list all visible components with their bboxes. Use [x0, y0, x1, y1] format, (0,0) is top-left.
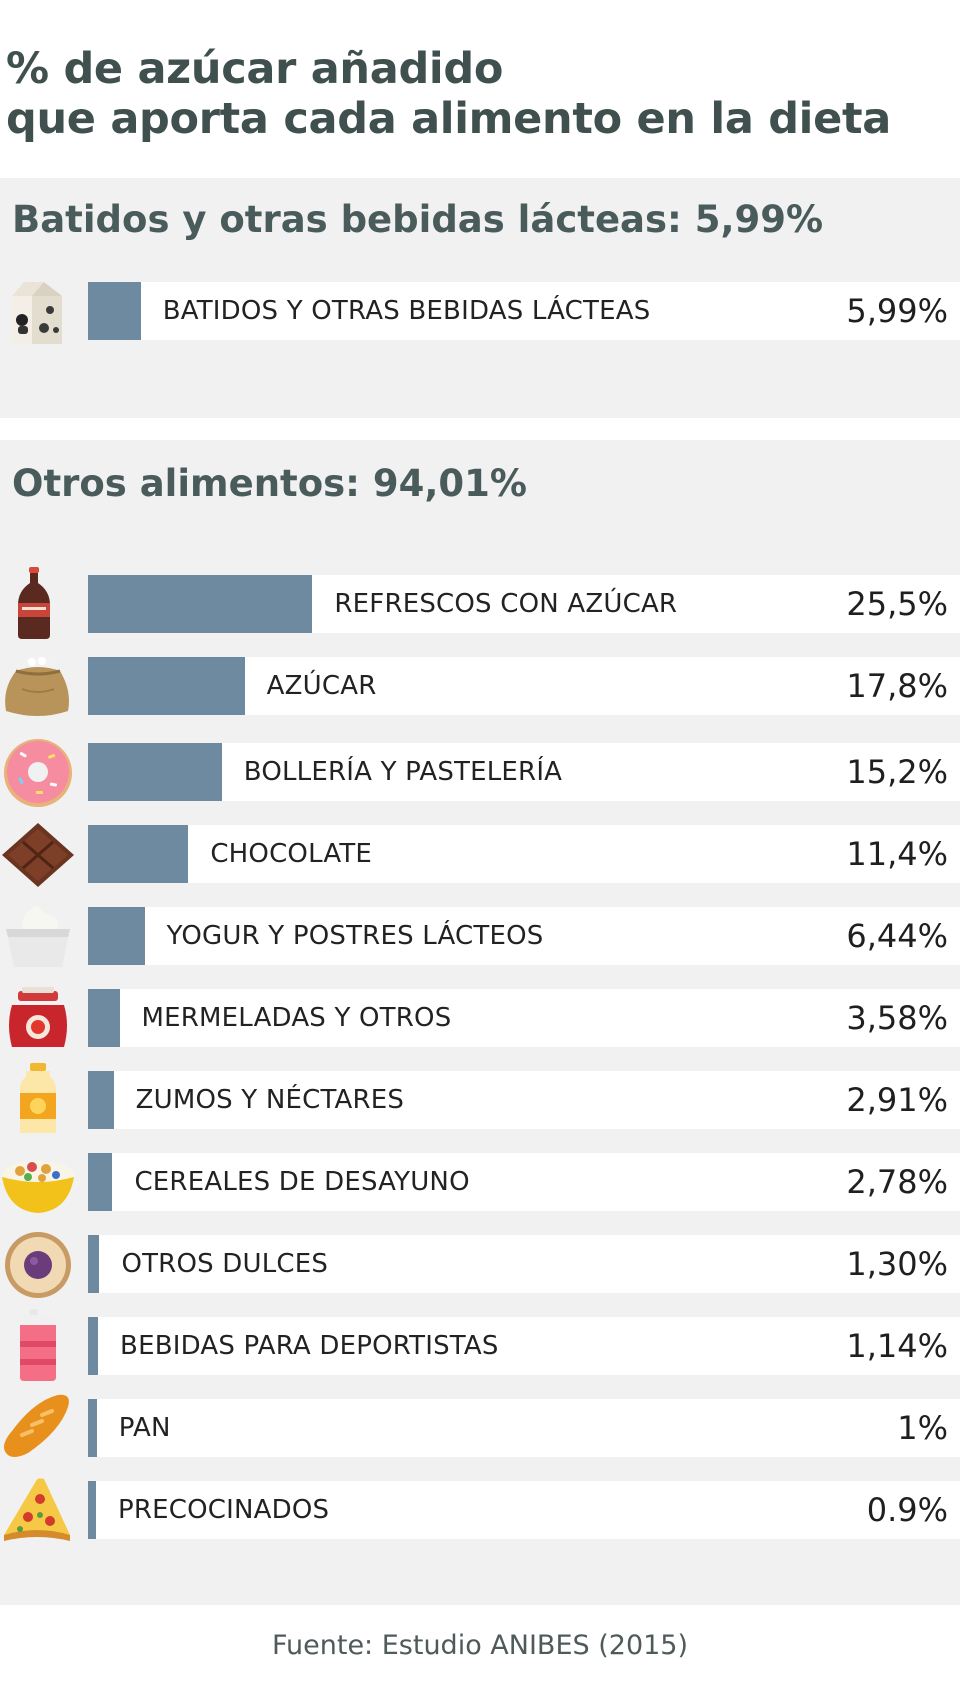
bar-value-label: 1,30%	[846, 1245, 948, 1283]
sports-bottle-icon	[0, 1309, 76, 1383]
bar-label: PAN	[118, 1413, 171, 1443]
milk-carton-icon	[0, 274, 76, 348]
bar-label: BOLLERÍA Y PASTELERÍA	[243, 757, 563, 787]
bar-row: REFRESCOS CON AZÚCAR 25,5%	[0, 567, 960, 639]
soda-bottle-icon	[0, 567, 76, 641]
bar-row: OTROS DULCES 1,30%	[0, 1232, 960, 1298]
bar	[88, 1317, 99, 1375]
chocolate-bar-icon	[0, 817, 76, 891]
bar-value-label: 1,14%	[846, 1327, 948, 1365]
bar	[88, 907, 145, 965]
bread-icon	[0, 1391, 76, 1465]
yogurt-icon	[0, 899, 76, 973]
bar-label: BEBIDAS PARA DEPORTISTAS	[120, 1331, 499, 1361]
juice-bottle-icon	[0, 1063, 76, 1137]
bar-value-label: 2,78%	[846, 1163, 948, 1201]
chart-title: % de azúcar añadido que aporta cada alim…	[6, 44, 946, 144]
bar-label: CHOCOLATE	[210, 839, 373, 869]
bar-label: CEREALES DE DESAYUNO	[134, 1167, 470, 1197]
group-panel-dairy-drinks: Batidos y otras bebidas lácteas: 5,99% B…	[0, 178, 960, 418]
bar	[88, 282, 141, 340]
bar-row: CHOCOLATE 11,4%	[0, 823, 960, 887]
group-panel-other-foods: Otros alimentos: 94,01% REFRESCOS CON AZ…	[0, 440, 960, 1605]
bar-label: REFRESCOS CON AZÚCAR	[334, 589, 678, 619]
bar	[88, 1481, 96, 1539]
bar-label: MERMELADAS Y OTROS	[141, 1003, 452, 1033]
bar-value-label: 3,58%	[846, 999, 948, 1037]
bar-track	[88, 825, 960, 883]
chart-title-line-2: que aporta cada alimento en la dieta	[6, 94, 891, 144]
jam-jar-icon	[0, 981, 76, 1055]
cereal-bowl-icon	[0, 1145, 76, 1219]
bar	[88, 657, 245, 715]
bar-track	[88, 282, 960, 340]
bar-row: AZÚCAR 17,8%	[0, 656, 960, 716]
bar-value-label: 5,99%	[846, 292, 948, 330]
donut-icon	[0, 735, 76, 809]
pizza-slice-icon	[0, 1473, 76, 1547]
bar-value-label: 15,2%	[846, 753, 948, 791]
bar-label: AZÚCAR	[266, 671, 377, 701]
cookie-icon	[0, 1227, 76, 1301]
bar	[88, 1235, 100, 1293]
bar-track	[88, 907, 960, 965]
bar-track	[88, 1481, 960, 1539]
bar-row: CEREALES DE DESAYUNO 2,78%	[0, 1153, 960, 1213]
bar	[88, 575, 313, 633]
bar-label: YOGUR Y POSTRES LÁCTEOS	[166, 921, 544, 951]
bar-track	[88, 1399, 960, 1457]
bar-value-label: 0.9%	[866, 1491, 948, 1529]
bar	[88, 825, 189, 883]
bar-label: BATIDOS Y OTRAS BEBIDAS LÁCTEAS	[162, 296, 651, 326]
bar-track	[88, 1071, 960, 1129]
bar-track	[88, 743, 960, 801]
bar-track	[88, 1153, 960, 1211]
bar	[88, 1399, 97, 1457]
bar-value-label: 1%	[897, 1409, 948, 1447]
bar-track	[88, 1235, 960, 1293]
bar	[88, 743, 222, 801]
bar-row: BOLLERÍA Y PASTELERÍA 15,2%	[0, 739, 960, 807]
bar	[88, 1071, 114, 1129]
bar-label: OTROS DULCES	[121, 1249, 329, 1279]
bar-value-label: 17,8%	[846, 667, 948, 705]
bar-row: PAN 1%	[0, 1394, 960, 1457]
bar-row: PRECOCINADOS 0.9%	[0, 1478, 960, 1541]
bar-value-label: 25,5%	[846, 585, 948, 623]
bar	[88, 989, 120, 1047]
bar	[88, 1153, 113, 1211]
bar-row: YOGUR Y POSTRES LÁCTEOS 6,44%	[0, 905, 960, 967]
sugar-sack-icon	[0, 649, 76, 723]
chart-title-line-1: % de azúcar añadido	[6, 44, 504, 94]
bar-value-label: 2,91%	[846, 1081, 948, 1119]
group-title: Batidos y otras bebidas lácteas: 5,99%	[12, 198, 824, 241]
bar-label: ZUMOS Y NÉCTARES	[135, 1085, 405, 1115]
bar-row: BEBIDAS PARA DEPORTISTAS 1,14%	[0, 1309, 960, 1381]
bar-track	[88, 989, 960, 1047]
bar-row: MERMELADAS Y OTROS 3,58%	[0, 987, 960, 1047]
bar-value-label: 11,4%	[846, 835, 948, 873]
source-note: Fuente: Estudio ANIBES (2015)	[271, 1630, 689, 1661]
bar-value-label: 6,44%	[846, 917, 948, 955]
bar-row: BATIDOS Y OTRAS BEBIDAS LÁCTEAS 5,99%	[0, 282, 960, 344]
bar-row: ZUMOS Y NÉCTARES 2,91%	[0, 1063, 960, 1133]
group-title: Otros alimentos: 94,01%	[12, 462, 527, 505]
bar-track	[88, 1317, 960, 1375]
bar-label: PRECOCINADOS	[118, 1495, 330, 1525]
